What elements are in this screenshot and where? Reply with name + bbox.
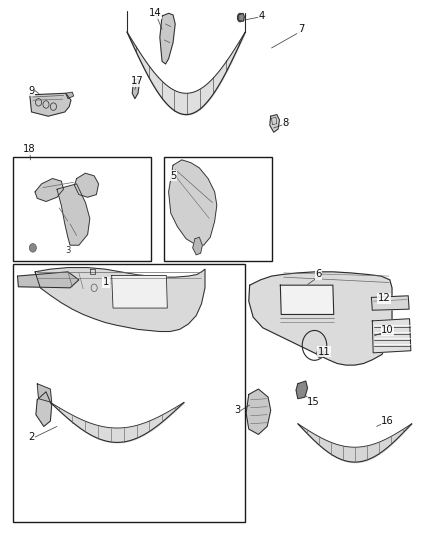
Polygon shape <box>280 285 334 314</box>
Polygon shape <box>372 319 411 353</box>
Text: 15: 15 <box>307 398 319 407</box>
Polygon shape <box>249 272 392 365</box>
Polygon shape <box>74 173 99 197</box>
Circle shape <box>317 349 325 358</box>
Polygon shape <box>66 92 74 99</box>
Text: 2: 2 <box>28 432 35 442</box>
Bar <box>13 157 151 261</box>
Bar <box>13 264 245 522</box>
Text: 10: 10 <box>381 326 394 335</box>
Text: 18: 18 <box>23 144 35 154</box>
Polygon shape <box>112 276 167 308</box>
Polygon shape <box>193 237 202 255</box>
Polygon shape <box>239 13 244 21</box>
Polygon shape <box>246 389 271 434</box>
Text: 8: 8 <box>283 118 289 127</box>
Polygon shape <box>35 179 64 201</box>
Polygon shape <box>160 13 175 64</box>
Text: 1: 1 <box>103 278 110 287</box>
Text: 3: 3 <box>65 246 71 255</box>
Text: 16: 16 <box>381 416 394 426</box>
Text: 5: 5 <box>170 171 177 181</box>
Text: 7: 7 <box>298 25 304 34</box>
Polygon shape <box>35 268 205 332</box>
Polygon shape <box>37 384 52 402</box>
Polygon shape <box>371 296 409 310</box>
Polygon shape <box>57 184 90 245</box>
Polygon shape <box>18 272 79 288</box>
Circle shape <box>29 244 36 252</box>
Polygon shape <box>169 160 217 245</box>
Text: 6: 6 <box>315 270 322 279</box>
Polygon shape <box>270 115 279 132</box>
Text: 11: 11 <box>318 347 330 357</box>
Text: 14: 14 <box>149 9 162 18</box>
Polygon shape <box>30 93 71 116</box>
Polygon shape <box>296 381 307 399</box>
Polygon shape <box>36 392 52 426</box>
Text: 3: 3 <box>234 406 240 415</box>
Text: 4: 4 <box>258 11 265 21</box>
Polygon shape <box>132 79 139 99</box>
Text: 9: 9 <box>28 86 35 95</box>
Text: 17: 17 <box>131 76 143 86</box>
Text: 12: 12 <box>378 294 390 303</box>
Bar <box>164 157 272 261</box>
